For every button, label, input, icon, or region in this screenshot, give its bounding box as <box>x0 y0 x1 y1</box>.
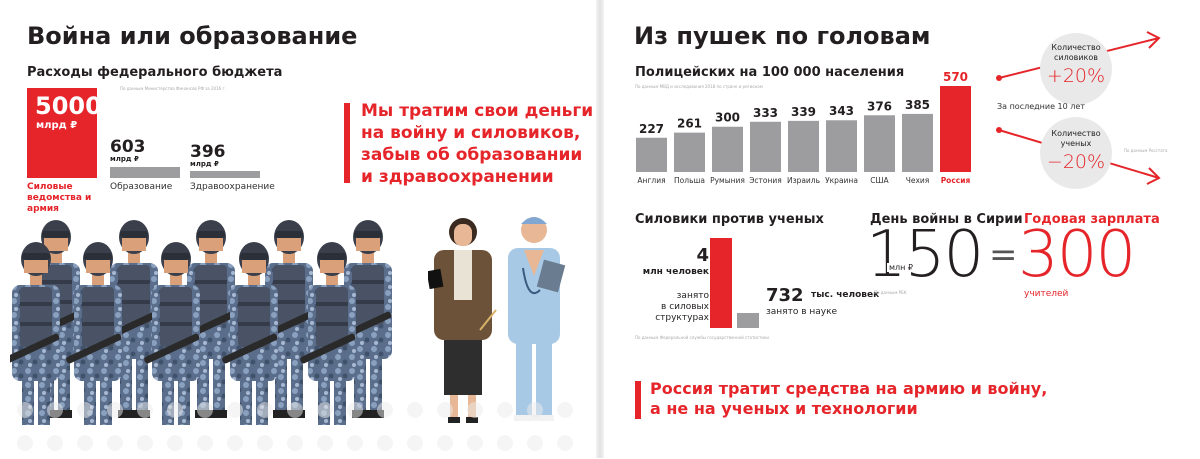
science-circle: Количество ученых −20% <box>1040 117 1112 189</box>
decade-label: За последние 10 лет <box>997 102 1085 111</box>
security-desc-line: занято <box>676 291 709 301</box>
police-bar <box>636 137 667 172</box>
education-value: 603 <box>110 137 146 157</box>
equals-sign: = <box>989 235 1018 275</box>
police-bar-value: 570 <box>943 70 968 84</box>
science-desc: занято в науке <box>766 307 838 317</box>
left-page: Война или образование Расходы федерально… <box>0 0 596 458</box>
security-desc: занято в силовых структурах <box>639 291 709 324</box>
police-bar <box>712 126 743 172</box>
police-source: По данным МВД и исследования 2018 по стр… <box>635 84 763 89</box>
security-unit: млн человек <box>642 267 709 277</box>
arrow-down-icon <box>1146 167 1161 185</box>
circle-label-line: силовиков <box>1054 53 1098 62</box>
science-bar <box>737 313 759 328</box>
military-label: Силовые ведомства и армия <box>27 182 92 214</box>
teacher-doctor-illustration <box>428 217 566 423</box>
vs-title: Силовики против ученых <box>635 212 824 227</box>
syria-value: 150 <box>866 218 984 292</box>
left-title: Война или образование <box>27 22 358 50</box>
police-bar-value: 261 <box>677 117 702 131</box>
security-count: 4 <box>696 245 709 266</box>
security-change: +20% <box>1046 65 1106 87</box>
education-unit: млрд ₽ <box>110 155 139 163</box>
police-bar-value: 339 <box>791 105 816 119</box>
military-bar: 5000 млрд ₽ <box>27 88 102 178</box>
vs-source: По данным Федеральной службы государстве… <box>635 335 770 340</box>
budget-source: По данным Министерства Финансов РФ за 20… <box>120 86 226 91</box>
military-unit: млрд ₽ <box>36 120 78 131</box>
right-title: Из пушек по головам <box>634 22 931 50</box>
circle-source: По данным Росстата <box>1124 148 1168 153</box>
security-desc-line: в силовых <box>661 302 709 312</box>
left-quote-line: и здравоохранении <box>361 167 554 187</box>
soldiers-illustration <box>10 220 393 425</box>
salary-title: Годовая зарплата <box>1024 212 1160 227</box>
police-bar-value: 376 <box>867 99 892 113</box>
security-circle-label: Количество силовиков <box>1040 43 1112 63</box>
education-bar <box>110 167 180 178</box>
police-bar-label: Эстония <box>749 176 782 185</box>
security-desc-line: структурах <box>655 313 709 323</box>
police-bar-label: Россия <box>941 176 971 185</box>
police-bar-label: Польша <box>674 176 705 185</box>
police-bar-label: Израиль <box>787 176 820 185</box>
circle-label-line: Количество <box>1051 129 1101 138</box>
police-bar <box>674 132 705 172</box>
bottom-quote-line: Россия тратит средства на армию и войну, <box>650 379 1048 398</box>
science-change: −20% <box>1046 151 1106 173</box>
science-unit: тыс. человек <box>811 290 880 300</box>
police-bar-label: Чехия <box>906 176 930 185</box>
health-value: 396 <box>190 142 226 162</box>
bottom-quote-line: а не на ученых и технологии <box>650 399 918 418</box>
left-quote: Мы тратим свои деньги на войну и силовик… <box>361 100 593 188</box>
budget-title: Расходы федерального бюджета <box>27 65 283 80</box>
circle-label-line: Количество <box>1051 43 1101 52</box>
police-chart: 227 Англия 261 Польша 300 Румыния 333 Эстония 33… <box>636 70 971 185</box>
police-bar <box>788 120 819 172</box>
science-count: 732 <box>766 285 804 306</box>
circle-label-line: ученых <box>1060 139 1092 148</box>
teacher-figure <box>428 218 497 423</box>
police-bar-value: 333 <box>753 106 778 120</box>
military-value: 5000 <box>35 92 102 120</box>
salary-value: 300 <box>1018 218 1136 292</box>
police-bar-label: Украина <box>825 176 858 185</box>
health-label: Здравоохранение <box>190 182 275 192</box>
police-bar-value: 385 <box>905 98 930 112</box>
syria-source: По данным РБК <box>874 290 907 295</box>
syria-unit: млн ₽ <box>887 263 916 272</box>
bottom-quote-accent <box>635 381 641 419</box>
security-bar <box>710 238 732 328</box>
right-page: Из пушек по головам Полицейских на 100 0… <box>604 0 1200 458</box>
left-quote-line: на войну и силовиков, <box>361 123 581 143</box>
police-bar-value: 227 <box>639 122 664 136</box>
health-unit: млрд ₽ <box>190 160 219 168</box>
syria-title: День войны в Сирии <box>870 212 1023 227</box>
police-bar <box>940 86 971 172</box>
science-circle-label: Количество ученых <box>1040 129 1112 149</box>
police-bar-value: 300 <box>715 111 740 125</box>
police-bar <box>750 121 781 172</box>
doctor-figure <box>508 217 566 421</box>
police-bar-value: 343 <box>829 104 854 118</box>
police-bar <box>826 120 857 172</box>
police-bar-label: Румыния <box>710 176 745 185</box>
background-pattern <box>10 395 580 455</box>
police-bar <box>902 113 933 172</box>
police-bar-label: Англия <box>637 176 665 185</box>
police-bar <box>864 115 895 172</box>
police-chart-title: Полицейских на 100 000 населения <box>635 65 905 80</box>
health-bar <box>190 171 260 178</box>
education-label: Образование <box>110 182 173 192</box>
page-spine <box>596 0 604 458</box>
arrow-up-icon <box>1146 31 1161 49</box>
salary-unit: учителей <box>1024 289 1069 299</box>
quote-accent <box>344 103 350 183</box>
bottom-quote: Россия тратит средства на армию и войну,… <box>650 379 1047 419</box>
left-quote-line: забыв об образовании <box>361 145 583 165</box>
security-circle: Количество силовиков +20% <box>1040 33 1112 105</box>
left-quote-line: Мы тратим свои деньги <box>361 101 594 121</box>
police-bar-label: США <box>870 176 889 185</box>
